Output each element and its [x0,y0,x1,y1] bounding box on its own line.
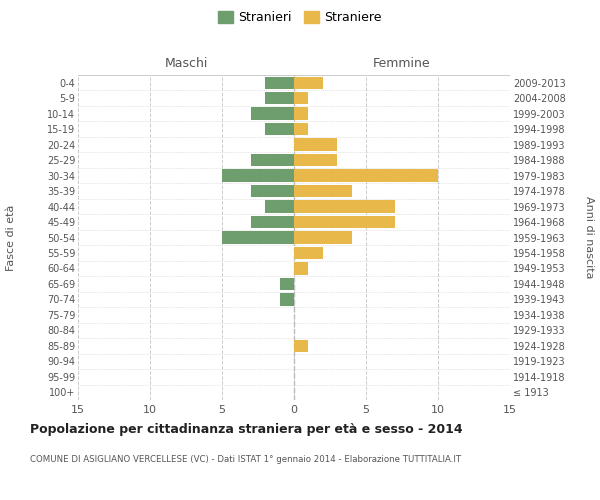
Bar [294,340,308,352]
Bar [265,200,294,212]
Text: Fasce di età: Fasce di età [6,204,16,270]
Bar [294,76,323,89]
Bar [294,200,395,212]
Bar [294,123,308,136]
Bar [294,108,308,120]
Bar [265,76,294,89]
Bar [251,185,294,198]
Text: Anni di nascita: Anni di nascita [584,196,594,278]
Bar [294,247,323,259]
Bar [251,216,294,228]
Bar [222,170,294,182]
Bar [294,185,352,198]
Text: Maschi: Maschi [164,57,208,70]
Bar [280,293,294,306]
Bar [265,92,294,104]
Bar [265,123,294,136]
Bar [280,278,294,290]
Bar [294,138,337,151]
Bar [294,216,395,228]
Text: Femmine: Femmine [373,57,431,70]
Bar [222,232,294,243]
Text: Popolazione per cittadinanza straniera per età e sesso - 2014: Popolazione per cittadinanza straniera p… [30,422,463,436]
Bar [294,262,308,274]
Text: COMUNE DI ASIGLIANO VERCELLESE (VC) - Dati ISTAT 1° gennaio 2014 - Elaborazione : COMUNE DI ASIGLIANO VERCELLESE (VC) - Da… [30,455,461,464]
Bar [251,108,294,120]
Bar [294,92,308,104]
Bar [294,154,337,166]
Bar [251,154,294,166]
Legend: Stranieri, Straniere: Stranieri, Straniere [218,11,382,24]
Bar [294,170,438,182]
Bar [294,232,352,243]
